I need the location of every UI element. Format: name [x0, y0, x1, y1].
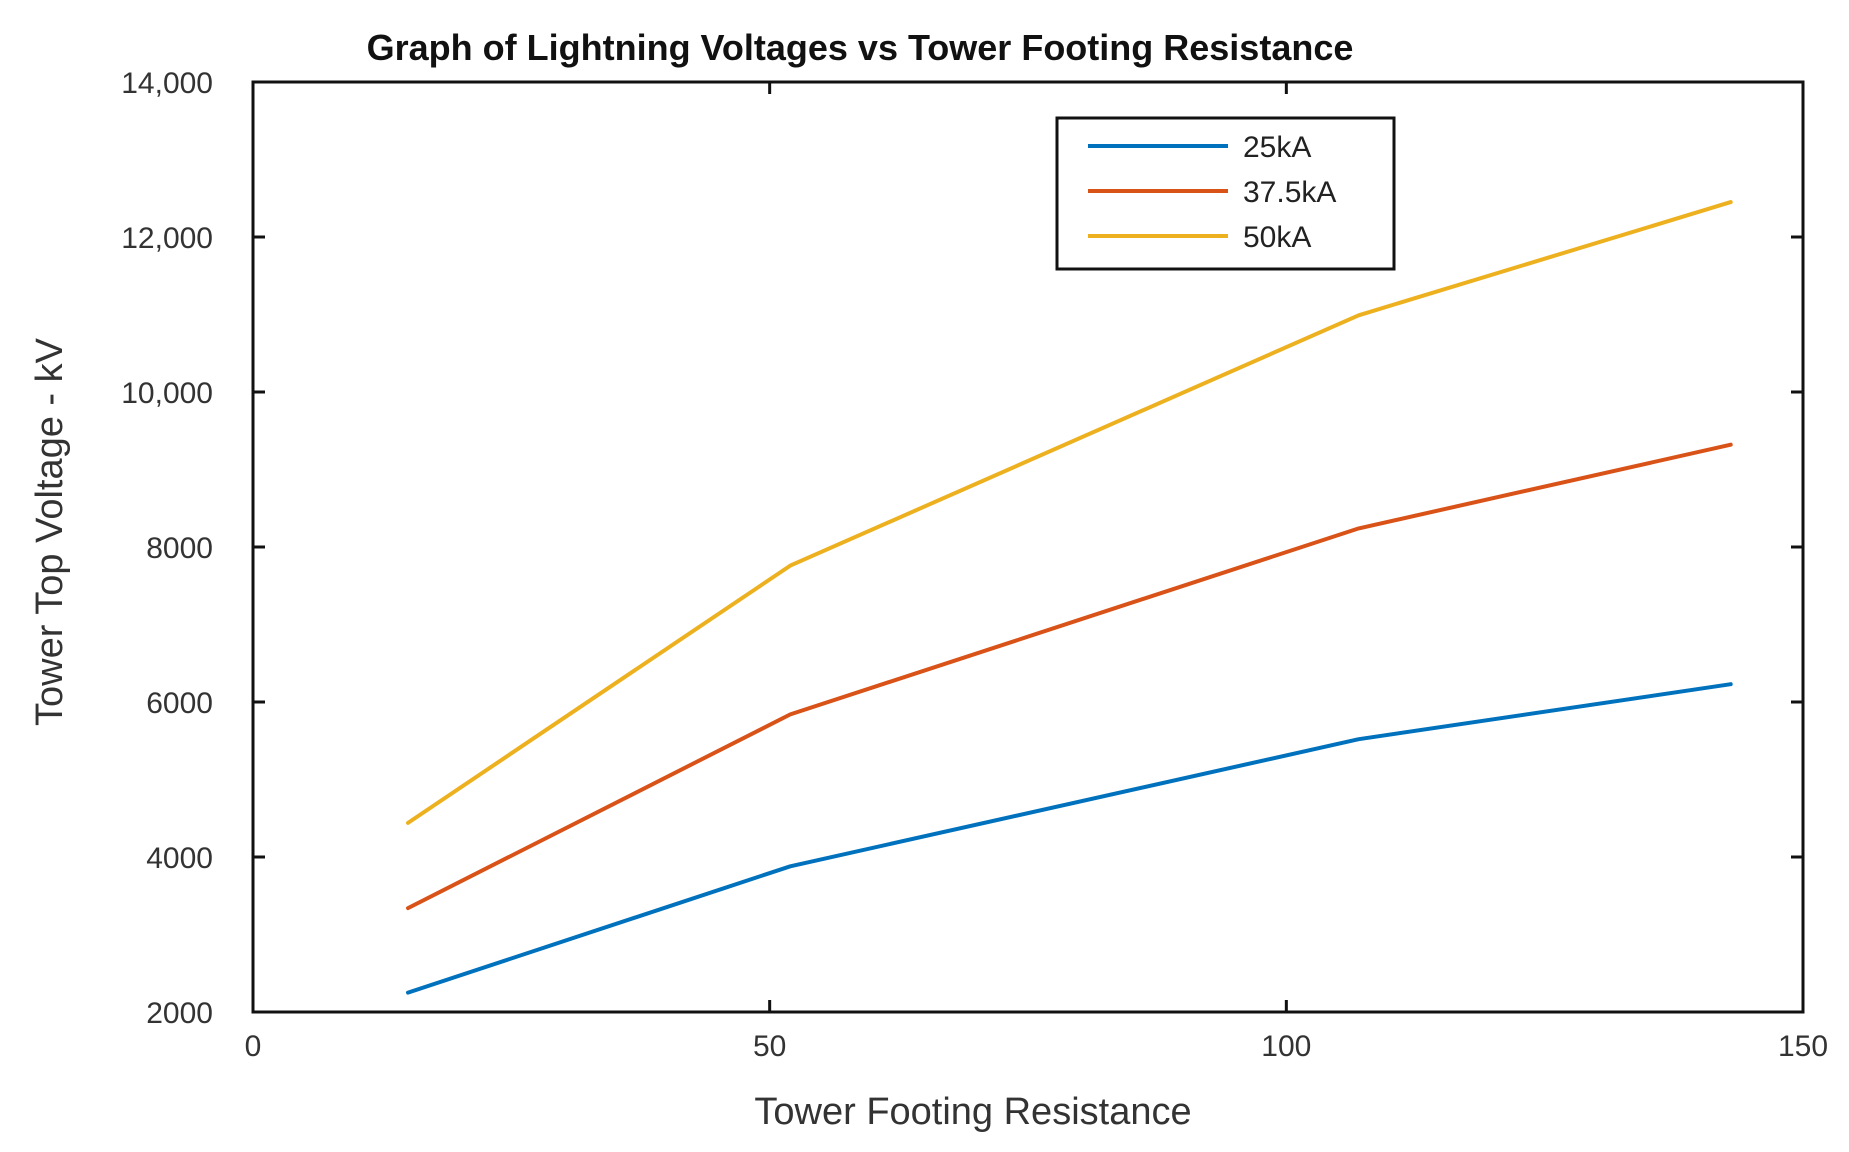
x-tick-label: 100 [1261, 1030, 1311, 1063]
axis-ticks: 0 50 100 150 2000 4000 6000 8000 10,000 12,000 14,… [121, 67, 1828, 1063]
series-line-50ka [406, 200, 1733, 825]
series-line-37-5ka [406, 442, 1733, 911]
legend-label: 25kA [1243, 131, 1311, 164]
series-lines [406, 200, 1733, 995]
legend-box [1055, 116, 1396, 271]
chart-title: Graph of Lightning Voltages vs Tower Foo… [367, 27, 1354, 68]
y-tick-label: 10,000 [121, 377, 213, 410]
y-tick-label: 2000 [146, 997, 213, 1030]
y-tick-label: 4000 [146, 842, 213, 875]
y-tick-label: 6000 [146, 687, 213, 720]
x-axis-title: Tower Footing Resistance [754, 1091, 1191, 1133]
y-tick-label: 14,000 [121, 67, 213, 100]
x-tick-label: 150 [1778, 1030, 1828, 1063]
series-line-25ka [406, 682, 1733, 995]
legend-label: 50kA [1243, 221, 1311, 254]
x-tick-label: 0 [245, 1030, 262, 1063]
y-tick-label: 8000 [146, 532, 213, 565]
plot-area [251, 80, 1805, 1014]
x-tick-label: 50 [753, 1030, 786, 1063]
legend-label: 37.5kA [1243, 176, 1336, 209]
legend: 25kA 37.5kA 50kA [1055, 116, 1396, 271]
y-tick-label: 12,000 [121, 222, 213, 255]
y-axis-title: Tower Top Voltage - kV [29, 337, 71, 726]
